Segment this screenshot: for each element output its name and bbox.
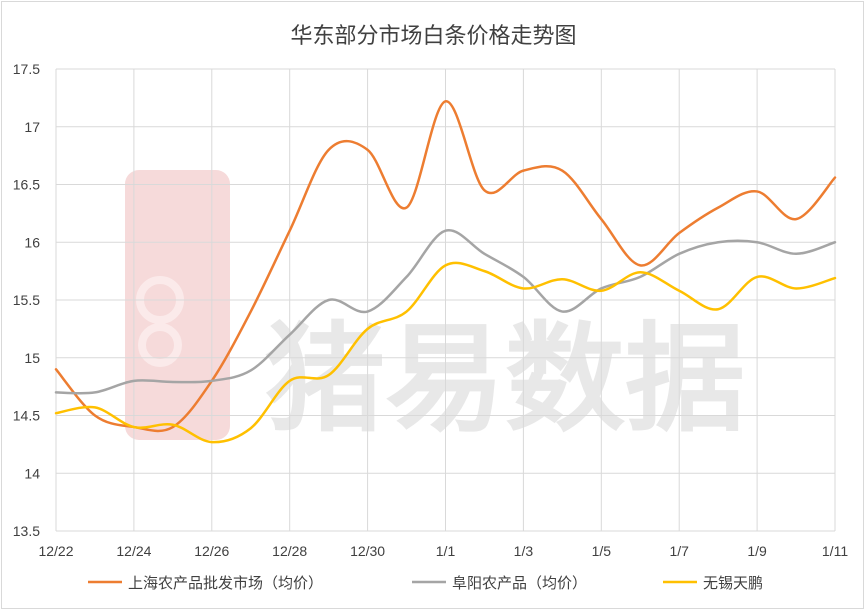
y-tick-label: 15 [24, 350, 40, 366]
y-tick-label: 13.5 [13, 523, 40, 539]
y-tick-label: 16.5 [13, 177, 40, 193]
legend-label: 阜阳农产品（均价） [452, 574, 587, 592]
y-tick-label: 17 [24, 119, 40, 135]
series-line [54, 261, 837, 444]
x-tick-label: 1/5 [592, 543, 612, 559]
x-tick-label: 12/22 [38, 543, 73, 559]
series-lines [54, 100, 837, 444]
y-axis-ticks: 13.5 14 14.5 15 15.5 16 16.5 17 17.5 [13, 61, 40, 539]
x-tick-label: 1/7 [669, 543, 689, 559]
x-tick-label: 12/24 [116, 543, 151, 559]
watermark-logo-ring [138, 323, 182, 367]
x-tick-label: 12/30 [350, 543, 385, 559]
legend-label: 上海农产品批发市场（均价） [128, 574, 323, 592]
x-tick-label: 1/1 [436, 543, 456, 559]
watermark-text: 猪易数据 [265, 310, 745, 448]
legend-label: 无锡天鹏 [703, 574, 763, 592]
y-tick-label: 14.5 [13, 408, 40, 424]
y-tick-label: 15.5 [13, 292, 40, 308]
y-tick-label: 14 [24, 465, 40, 481]
x-tick-label: 12/26 [194, 543, 229, 559]
x-tick-label: 1/3 [514, 543, 534, 559]
y-tick-label: 17.5 [13, 61, 40, 77]
x-axis-ticks: 12/22 12/24 12/26 12/28 12/30 1/1 1/3 1/5 1/7 1/9… [38, 543, 848, 559]
x-tick-label: 1/11 [822, 543, 848, 559]
x-tick-label: 12/28 [272, 543, 307, 559]
watermark: 猪易数据 [125, 170, 745, 448]
series-line [54, 100, 837, 433]
x-tick-label: 1/9 [747, 543, 767, 559]
legend: 上海农产品批发市场（均价） 阜阳农产品（均价） 无锡天鹏 [88, 574, 763, 592]
y-tick-label: 16 [24, 234, 40, 250]
series-line [54, 229, 837, 395]
chart-title: 华东部分市场白条价格走势图 [290, 24, 577, 49]
grid [55, 68, 836, 532]
